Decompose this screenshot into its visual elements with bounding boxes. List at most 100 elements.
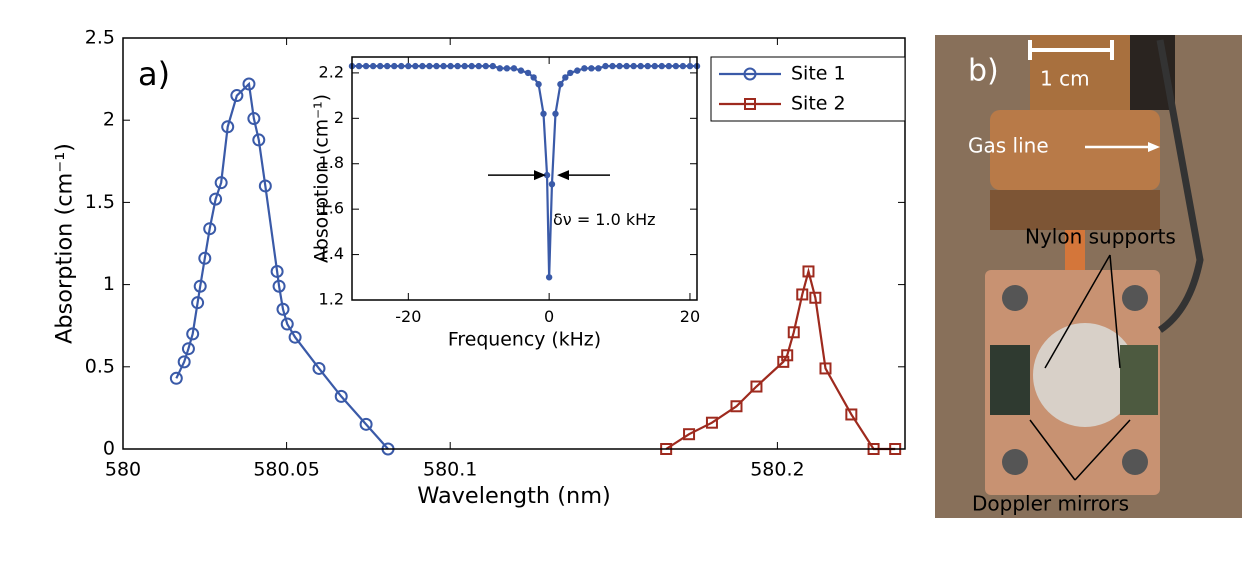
flange-bottom — [990, 190, 1160, 230]
arrowhead — [1148, 142, 1160, 152]
marker — [362, 62, 370, 70]
y-tick-label: 2.2 — [319, 62, 344, 81]
y-tick-label: 1.5 — [85, 191, 115, 213]
marker — [198, 251, 212, 265]
plot-frame — [122, 37, 906, 450]
x-tick-label: 20 — [680, 307, 700, 326]
marker — [276, 302, 290, 316]
marker — [672, 62, 680, 70]
marker — [230, 89, 244, 103]
marker — [567, 69, 574, 77]
annotation: δν = 1.0 kHz — [553, 210, 656, 229]
window — [1033, 323, 1137, 427]
pointers — [1029, 254, 1131, 481]
marker — [214, 176, 228, 190]
marker — [644, 62, 651, 70]
legend-label: Site 2 — [791, 93, 846, 115]
marker — [616, 62, 623, 70]
y-tick-label: 2.5 — [85, 27, 115, 49]
screw — [1002, 449, 1028, 475]
marker — [181, 342, 195, 356]
strip — [1065, 230, 1085, 280]
plot-frame — [351, 56, 698, 301]
x-tick-label: 580.05 — [253, 458, 319, 480]
marker — [247, 112, 261, 126]
label: Gas line — [968, 134, 1049, 158]
marker — [581, 65, 588, 72]
marker — [169, 371, 183, 385]
marker — [412, 62, 419, 70]
y-axis-label: Absorption (cm⁻¹) — [52, 143, 78, 344]
arrowhead — [534, 170, 546, 181]
marker — [203, 222, 217, 236]
marker — [574, 67, 581, 74]
marker — [405, 62, 412, 70]
y-tick-label: 1.2 — [319, 290, 344, 309]
label: Doppler mirrors — [972, 492, 1129, 516]
marker — [777, 355, 790, 368]
chart: 1.2 1.4 1.6 1.8 2 2.2 -20 0 20 Frequency (kHz) Abs… — [311, 56, 701, 351]
marker — [391, 62, 398, 70]
marker — [543, 171, 551, 179]
marker — [468, 62, 475, 70]
marker — [787, 326, 800, 339]
arrowhead — [557, 170, 569, 181]
series-line — [175, 81, 389, 450]
marker — [209, 192, 223, 206]
scale-label: 1 cm — [1040, 67, 1090, 91]
photo: b) 1 cm Gas line Nylon supports Doppler … — [935, 35, 1242, 518]
marker — [193, 279, 207, 293]
screw — [1122, 449, 1148, 475]
marker — [440, 62, 447, 70]
marker — [359, 417, 373, 431]
marker — [602, 62, 609, 70]
legend — [710, 56, 906, 122]
x-tick-label: 580 — [105, 458, 141, 480]
marker — [730, 400, 743, 413]
x-tick-label: 580.1 — [423, 458, 477, 480]
marker — [658, 62, 665, 70]
x-tick-label: -20 — [395, 307, 421, 326]
gas-line — [1156, 39, 1204, 333]
marker — [398, 62, 405, 70]
marker — [482, 62, 489, 70]
marker — [242, 77, 256, 91]
legend-marker — [744, 98, 756, 110]
panel-label: b) — [968, 54, 999, 89]
panel-label: a) — [138, 55, 170, 93]
y-tick-label: 2 — [103, 109, 115, 131]
screw — [1002, 285, 1028, 311]
marker — [781, 349, 794, 362]
marker — [637, 62, 644, 70]
marker — [376, 62, 384, 70]
marker — [489, 62, 497, 70]
marker — [177, 355, 191, 369]
marker — [433, 62, 440, 70]
marker — [288, 330, 302, 344]
marker — [280, 317, 294, 331]
marker — [524, 69, 532, 77]
marker — [750, 380, 763, 393]
marker — [651, 62, 658, 70]
y-tick-label: 0 — [103, 438, 115, 460]
y-tick-label: 1.6 — [319, 199, 344, 218]
marker — [686, 62, 694, 70]
marker — [845, 408, 858, 421]
marker — [252, 133, 266, 147]
marker — [426, 62, 433, 70]
plot-area — [352, 57, 697, 300]
marker — [595, 65, 602, 72]
x-tick-label: 0 — [544, 307, 554, 326]
marker — [802, 265, 815, 278]
screw — [1122, 285, 1148, 311]
marker — [270, 264, 284, 278]
marker — [588, 65, 595, 72]
marker — [258, 179, 272, 193]
marker — [535, 81, 542, 88]
y-tick-label: 1 — [103, 273, 115, 295]
marker — [530, 74, 537, 81]
marker — [545, 274, 553, 281]
marker — [557, 81, 564, 88]
y-axis-label: Absorption (cm⁻¹) — [311, 94, 333, 263]
marker — [496, 65, 504, 72]
